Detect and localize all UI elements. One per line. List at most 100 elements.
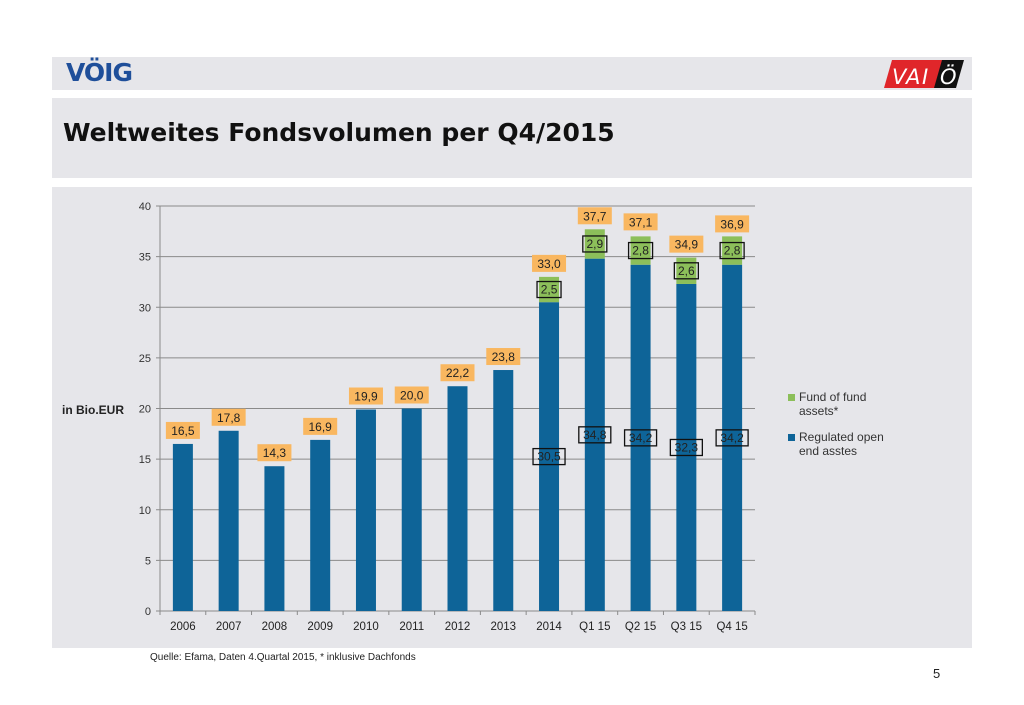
y-tick-label: 0 (145, 606, 151, 618)
total-label-bg (486, 348, 521, 366)
fund-of-fund-label: 2,8 (632, 244, 649, 258)
total-label: 16,9 (309, 420, 333, 434)
total-label-bg (623, 213, 658, 231)
header-band (52, 57, 972, 90)
regulated-label-box (532, 447, 566, 466)
bar-regulated (676, 283, 697, 611)
bar-fund-of-fund (584, 229, 605, 259)
bar-regulated (172, 443, 193, 611)
legend-label: end asstes (799, 444, 857, 458)
y-tick-label: 5 (145, 555, 151, 567)
total-label: 19,9 (354, 390, 378, 404)
x-tick-label: Q1 15 (579, 621, 610, 633)
fund-of-fund-label-box (536, 280, 562, 299)
vaio-logo-black-block (934, 60, 964, 88)
total-label-bg (211, 408, 246, 426)
fund-of-fund-label-box (627, 241, 654, 260)
y-tick-label: 20 (139, 404, 151, 416)
regulated-label: 34,2 (629, 431, 653, 445)
bar-regulated (401, 408, 422, 611)
x-tick-label: 2011 (399, 621, 424, 633)
x-tick-label: 2006 (170, 621, 196, 633)
y-tick-label: 40 (139, 201, 151, 213)
total-label: 36,9 (720, 217, 744, 231)
total-label: 23,8 (492, 350, 516, 364)
vaio-logo-letter: Ö (940, 64, 957, 89)
vaio-logo-red-block (884, 60, 952, 88)
x-tick-label: 2014 (536, 621, 562, 633)
total-label-bg (394, 386, 429, 404)
total-label-bg (532, 254, 567, 272)
total-label-bg (303, 417, 338, 435)
page-title: Weltweites Fondsvolumen per Q4/2015 (63, 118, 615, 147)
total-label: 37,7 (583, 209, 607, 223)
regulated-label: 34,8 (583, 428, 607, 442)
x-tick-label: 2008 (262, 621, 288, 633)
total-label-bg (440, 364, 475, 382)
total-label-bg (715, 215, 750, 233)
regulated-label-box (578, 426, 612, 444)
total-label: 17,8 (217, 411, 241, 425)
bar-regulated (310, 439, 331, 611)
total-label: 22,2 (446, 366, 470, 380)
vaio-logo-letter: I (922, 65, 928, 89)
regulated-label-box (623, 429, 658, 447)
page-number: 5 (933, 666, 941, 681)
bar-fund-of-fund (539, 276, 560, 303)
total-label-bg (165, 421, 200, 439)
bar-regulated (355, 409, 376, 611)
x-tick-label: Q2 15 (625, 621, 656, 633)
fund-of-fund-label-box (673, 262, 699, 280)
legend-swatch (788, 434, 795, 441)
data-labels: 16,5 17,8 14,3 16,9 19,9 20,0 22,2 23,8 33,0 2,5 3… (165, 207, 750, 466)
bar-regulated (722, 264, 743, 611)
bar-regulated (447, 386, 468, 611)
bar-regulated (493, 370, 514, 611)
bar-fund-of-fund (630, 236, 651, 265)
total-label-bg (577, 207, 612, 225)
total-label: 20,0 (400, 389, 424, 403)
y-tick-label: 25 (139, 353, 151, 365)
bar-regulated (630, 264, 651, 611)
vaio-logo-letter: A (904, 65, 920, 89)
total-label-bg (257, 444, 292, 462)
legend-swatch (788, 394, 795, 401)
x-tick-label: 2012 (445, 621, 471, 633)
fund-of-fund-label-box (582, 235, 608, 253)
total-label: 16,5 (171, 424, 195, 438)
x-tick-label: 2010 (353, 621, 379, 633)
y-tick-label: 10 (139, 505, 151, 517)
regulated-label-box (669, 438, 703, 457)
x-tick-label: 2009 (307, 621, 333, 633)
bar-regulated (584, 258, 605, 611)
regulated-label: 32,3 (675, 440, 699, 454)
regulated-label: 30,5 (537, 450, 561, 464)
legend-label: assets* (799, 404, 839, 418)
bar-regulated (539, 302, 560, 611)
bars (172, 229, 743, 611)
fund-of-fund-label: 2,9 (586, 237, 603, 251)
source-note: Quelle: Efama, Daten 4.Quartal 2015, * i… (150, 652, 416, 663)
vaio-logo: V A I Ö (884, 60, 964, 89)
title-band (52, 98, 972, 178)
total-label: 14,3 (263, 446, 287, 460)
total-label-bg (669, 235, 704, 253)
regulated-label-box (715, 429, 749, 447)
bar-regulated (218, 430, 239, 611)
vaio-logo-letter: V (892, 65, 908, 89)
total-label: 33,0 (537, 257, 561, 271)
total-label: 34,9 (675, 238, 699, 252)
bar-regulated (264, 466, 285, 611)
bar-fund-of-fund (676, 257, 697, 284)
y-axis-label: in Bio.EUR (62, 403, 124, 417)
y-tick-label: 15 (139, 454, 151, 466)
legend-label: Fund of fund (799, 390, 866, 404)
x-tick-label: Q3 15 (671, 621, 702, 633)
bar-fund-of-fund (722, 236, 743, 265)
total-label-bg (348, 387, 383, 405)
fund-of-fund-label: 2,6 (678, 264, 695, 278)
fund-of-fund-label: 2,8 (724, 244, 741, 258)
x-tick-label: 2013 (490, 621, 516, 633)
